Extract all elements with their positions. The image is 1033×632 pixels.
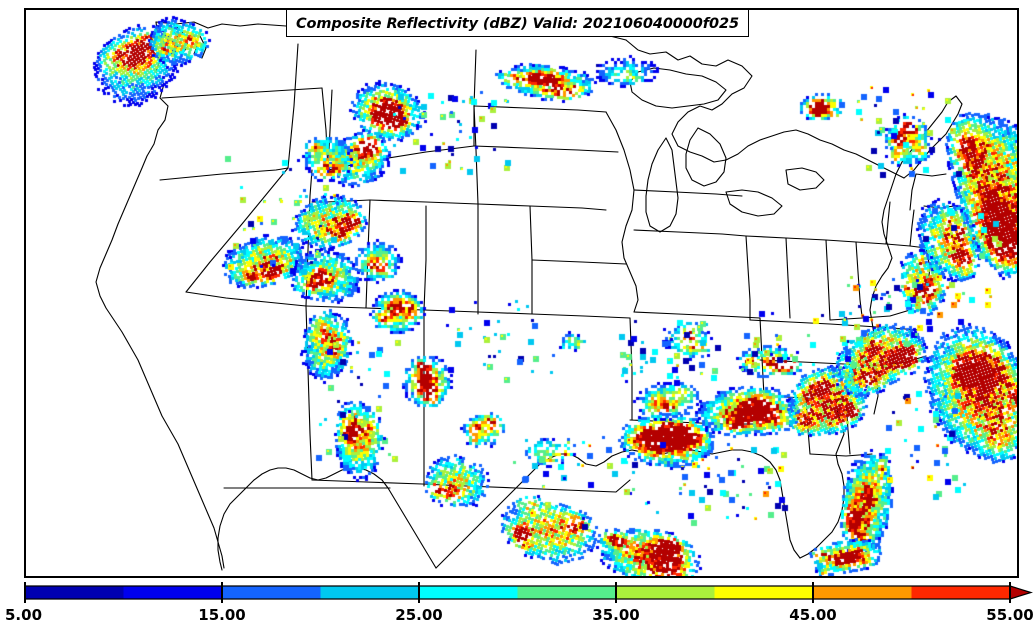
- boundary-path: [311, 199, 371, 203]
- boundary-path: [725, 189, 783, 217]
- colorbar-band: [320, 586, 420, 599]
- boundary-path: [925, 247, 931, 283]
- boundary-path: [805, 397, 811, 455]
- colorbar-bands: [24, 585, 1033, 600]
- boundary-path: [909, 209, 915, 247]
- political-boundaries: [95, 21, 963, 571]
- colorbar-tick-label: 5.00: [5, 606, 42, 624]
- boundary-path: [885, 201, 891, 245]
- boundary-path: [305, 305, 313, 481]
- boundary-path: [625, 39, 905, 179]
- boundary-path: [629, 67, 727, 109]
- boundary-path: [321, 87, 329, 171]
- map-panel[interactable]: [24, 8, 1019, 578]
- boundary-path: [327, 145, 475, 171]
- boundary-path: [161, 87, 323, 99]
- boundary-path: [369, 199, 479, 205]
- boundary-path: [171, 25, 189, 55]
- colorbar-band: [419, 586, 519, 599]
- colorbar-tick-label: 35.00: [592, 606, 639, 624]
- colorbar-band: [517, 586, 617, 599]
- boundary-path: [473, 105, 479, 205]
- boundary-path: [365, 199, 371, 309]
- boundary-path: [745, 235, 751, 321]
- boundary-path: [909, 173, 917, 211]
- boundary-path: [873, 365, 879, 415]
- colorbar-ticks: [24, 582, 1011, 603]
- boundary-path: [185, 167, 289, 293]
- boundary-path: [825, 239, 831, 321]
- colorbar-band: [222, 586, 322, 599]
- boundary-path: [531, 313, 631, 319]
- boundary-path: [465, 479, 631, 493]
- page-title: Composite Reflectivity (dBZ) Valid: 2021…: [296, 16, 739, 32]
- colorbar-svg: 5.00 15.00 25.00 35.00 45.00 55.00: [5, 582, 1033, 624]
- colorbar-band: [714, 586, 814, 599]
- boundary-path: [923, 205, 955, 209]
- colorbar-tick-label: 55.00: [986, 606, 1033, 624]
- boundary-path: [185, 291, 307, 307]
- boundary-path: [785, 237, 791, 319]
- geography-layer: [95, 21, 963, 571]
- boundary-path: [605, 111, 639, 313]
- boundary-path: [435, 449, 713, 569]
- colorbar-tick-label: 15.00: [198, 606, 245, 624]
- colorbar-band: [123, 586, 223, 599]
- colorbar-tick-label: 25.00: [395, 606, 442, 624]
- boundary-path: [531, 259, 627, 265]
- colorbar[interactable]: 5.00 15.00 25.00 35.00 45.00 55.00: [0, 578, 1033, 632]
- boundary-path: [473, 105, 607, 113]
- boundary-path: [633, 311, 761, 319]
- boundary-path: [763, 395, 847, 401]
- boundary-path: [855, 241, 927, 249]
- colorbar-band: [911, 586, 1011, 599]
- boundary-path: [809, 453, 873, 457]
- colorbar-tick-label: 45.00: [789, 606, 836, 624]
- boundary-path: [685, 127, 727, 187]
- colorbar-band: [813, 586, 913, 599]
- boundary-path: [861, 325, 919, 331]
- boundary-path: [629, 419, 767, 425]
- boundary-path: [855, 241, 863, 317]
- colorbar-tick-labels: 5.00 15.00 25.00 35.00 45.00 55.00: [5, 606, 1033, 624]
- boundary-path: [305, 305, 425, 311]
- boundary-path: [759, 317, 765, 397]
- boundary-path: [745, 235, 857, 243]
- boundary-path: [645, 137, 679, 233]
- boundary-path: [845, 399, 851, 455]
- boundary-path: [159, 167, 289, 181]
- boundary-path: [305, 169, 313, 307]
- boundary-path: [785, 167, 825, 191]
- boundary-path: [629, 317, 633, 421]
- title-plaque: Composite Reflectivity (dBZ) Valid: 2021…: [286, 9, 749, 37]
- boundary-path: [311, 479, 467, 487]
- boundary-path: [423, 205, 427, 311]
- boundary-path: [287, 43, 299, 169]
- boundary-path: [473, 145, 619, 153]
- colorbar-band: [616, 586, 716, 599]
- boundary-path: [191, 31, 207, 59]
- colorbar-band: [25, 586, 125, 599]
- boundary-path: [875, 355, 927, 367]
- boundary-path: [915, 173, 947, 177]
- boundary-path: [529, 205, 533, 315]
- boundary-path: [633, 229, 747, 237]
- boundary-path: [711, 449, 801, 559]
- boundary-path: [477, 203, 607, 211]
- colorbar-extend-arrow: [1010, 586, 1031, 599]
- boundary-path: [749, 319, 863, 327]
- boundary-path: [327, 89, 333, 171]
